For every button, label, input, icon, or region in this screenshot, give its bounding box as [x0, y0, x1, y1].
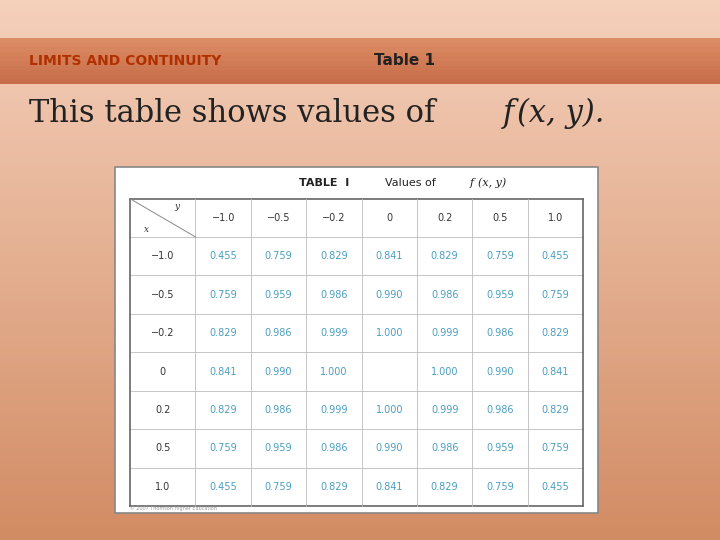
Text: 0.986: 0.986 — [486, 328, 514, 338]
Text: 0.999: 0.999 — [320, 328, 348, 338]
Text: 0.759: 0.759 — [541, 443, 570, 454]
Text: 0.990: 0.990 — [376, 443, 403, 454]
Text: 0.829: 0.829 — [541, 405, 570, 415]
Text: 1.0: 1.0 — [548, 213, 563, 222]
Text: 0.841: 0.841 — [541, 367, 570, 376]
Text: 0.829: 0.829 — [320, 251, 348, 261]
Text: 0.759: 0.759 — [265, 482, 292, 492]
Text: 0.999: 0.999 — [320, 405, 348, 415]
Text: 0.986: 0.986 — [265, 328, 292, 338]
Text: This table shows values of: This table shows values of — [29, 98, 445, 129]
Text: (x, y): (x, y) — [478, 178, 506, 188]
Text: 0: 0 — [386, 213, 392, 222]
Text: 0.959: 0.959 — [265, 443, 292, 454]
Text: y: y — [174, 202, 179, 211]
Text: 0.959: 0.959 — [486, 289, 514, 300]
Text: x: x — [143, 225, 149, 234]
Text: 0.990: 0.990 — [486, 367, 514, 376]
Text: 0.759: 0.759 — [486, 251, 514, 261]
Text: © 2007 Thomson Higher Education: © 2007 Thomson Higher Education — [130, 505, 217, 511]
Text: 0.841: 0.841 — [210, 367, 237, 376]
Text: 0.759: 0.759 — [486, 482, 514, 492]
Text: −1.0: −1.0 — [212, 213, 235, 222]
Text: LIMITS AND CONTINUITY: LIMITS AND CONTINUITY — [29, 54, 221, 68]
Text: −0.5: −0.5 — [150, 289, 174, 300]
Text: 0.986: 0.986 — [431, 289, 459, 300]
Text: 0.959: 0.959 — [265, 289, 292, 300]
Text: −1.0: −1.0 — [151, 251, 174, 261]
Text: 0.759: 0.759 — [210, 443, 237, 454]
Text: 0.5: 0.5 — [155, 443, 170, 454]
Text: 1.0: 1.0 — [155, 482, 170, 492]
Text: 0.959: 0.959 — [486, 443, 514, 454]
Text: 1.000: 1.000 — [320, 367, 348, 376]
Text: 1.000: 1.000 — [376, 405, 403, 415]
Text: f: f — [469, 178, 474, 188]
Text: −0.2: −0.2 — [150, 328, 174, 338]
Text: 0.455: 0.455 — [210, 482, 237, 492]
Text: 0.455: 0.455 — [210, 251, 237, 261]
Text: −0.2: −0.2 — [322, 213, 346, 222]
Text: 0.759: 0.759 — [265, 251, 292, 261]
Text: −0.5: −0.5 — [267, 213, 290, 222]
Text: 0.829: 0.829 — [210, 405, 237, 415]
Text: 0.986: 0.986 — [431, 443, 459, 454]
Text: 0.2: 0.2 — [437, 213, 452, 222]
Text: Values of: Values of — [385, 178, 440, 188]
Text: 0.829: 0.829 — [431, 482, 459, 492]
Text: 0.986: 0.986 — [320, 289, 348, 300]
Text: 0: 0 — [160, 367, 166, 376]
Text: 1.000: 1.000 — [376, 328, 403, 338]
Text: 0.990: 0.990 — [265, 367, 292, 376]
Text: 0.829: 0.829 — [210, 328, 237, 338]
Text: 0.999: 0.999 — [431, 405, 459, 415]
Text: 1.000: 1.000 — [431, 367, 459, 376]
Text: 0.829: 0.829 — [541, 328, 570, 338]
Text: f: f — [503, 98, 514, 129]
Text: 0.2: 0.2 — [155, 405, 170, 415]
Text: 0.455: 0.455 — [541, 251, 570, 261]
Text: 0.999: 0.999 — [431, 328, 459, 338]
Text: 0.986: 0.986 — [486, 405, 514, 415]
Text: 0.829: 0.829 — [320, 482, 348, 492]
FancyBboxPatch shape — [115, 167, 598, 513]
Text: 0.5: 0.5 — [492, 213, 508, 222]
Text: 0.986: 0.986 — [265, 405, 292, 415]
Text: 0.455: 0.455 — [541, 482, 570, 492]
Text: 0.841: 0.841 — [376, 482, 403, 492]
Text: 0.990: 0.990 — [376, 289, 403, 300]
Text: Table 1: Table 1 — [374, 53, 436, 68]
Text: 0.759: 0.759 — [541, 289, 570, 300]
Text: 0.986: 0.986 — [320, 443, 348, 454]
Text: 0.829: 0.829 — [431, 251, 459, 261]
Text: (x, y).: (x, y). — [517, 98, 605, 129]
Text: 0.759: 0.759 — [210, 289, 237, 300]
Text: 0.841: 0.841 — [376, 251, 403, 261]
Text: TABLE  I: TABLE I — [299, 178, 348, 188]
